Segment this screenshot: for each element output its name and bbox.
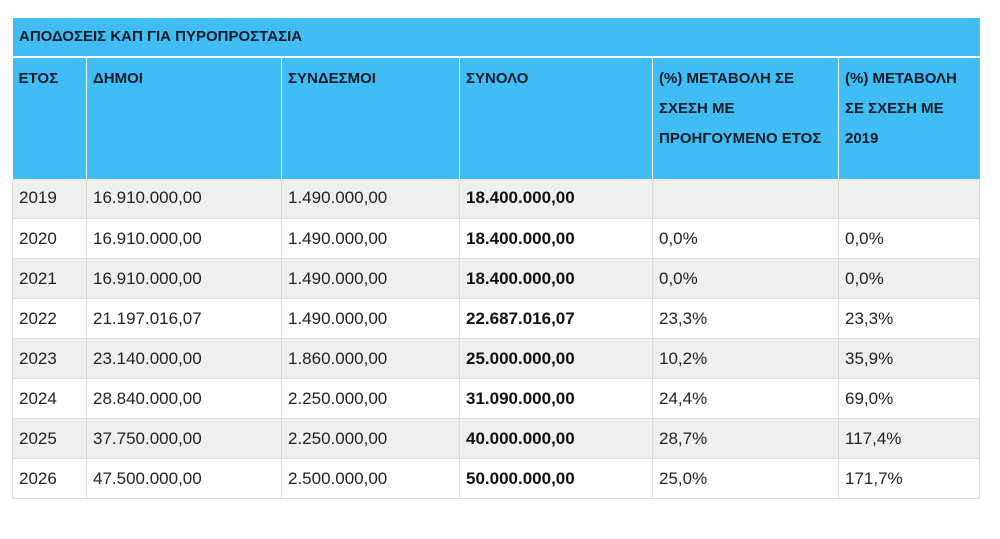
cell-year: 2023 xyxy=(12,338,87,379)
cell-associations: 1.490.000,00 xyxy=(281,218,460,259)
table-row: 2026 47.500.000,00 2.500.000,00 50.000.000,… xyxy=(12,458,981,499)
cell-municipalities: 16.910.000,00 xyxy=(86,178,282,219)
cell-municipalities: 16.910.000,00 xyxy=(86,258,282,299)
header-associations: ΣΥΝΔΕΣΜΟΙ xyxy=(281,56,460,179)
cell-total: 31.090.000,00 xyxy=(459,378,653,419)
table-row: 2024 28.840.000,00 2.250.000,00 31.090.000,… xyxy=(12,378,981,419)
cell-associations: 2.250.000,00 xyxy=(281,418,460,459)
cell-municipalities: 16.910.000,00 xyxy=(86,218,282,259)
header-change-previous-year: (%) ΜΕΤΑΒΟΛΗ ΣΕ ΣΧΕΣΗ ΜΕ ΠΡΟΗΓΟΥΜΕΝΟ ΕΤΟ… xyxy=(652,56,839,179)
table-row: 2020 16.910.000,00 1.490.000,00 18.400.000,… xyxy=(12,218,981,259)
table-row: 2023 23.140.000,00 1.860.000,00 25.000.000,… xyxy=(12,338,981,379)
cell-change-previous-year: 24,4% xyxy=(652,378,839,419)
table-row: 2025 37.750.000,00 2.250.000,00 40.000.000,… xyxy=(12,418,981,459)
cell-change-previous-year: 23,3% xyxy=(652,298,839,339)
cell-associations: 1.490.000,00 xyxy=(281,258,460,299)
cell-year: 2022 xyxy=(12,298,87,339)
cell-change-vs-2019: 23,3% xyxy=(838,298,981,339)
cell-municipalities: 28.840.000,00 xyxy=(86,378,282,419)
cell-total: 25.000.000,00 xyxy=(459,338,653,379)
cell-year: 2019 xyxy=(12,178,87,219)
cell-change-previous-year: 0,0% xyxy=(652,218,839,259)
cell-municipalities: 23.140.000,00 xyxy=(86,338,282,379)
cell-change-vs-2019: 0,0% xyxy=(838,258,981,299)
cell-change-previous-year: 28,7% xyxy=(652,418,839,459)
table-title-row: ΑΠΟΔΟΣΕΙΣ ΚΑΠ ΓΙΑ ΠΥΡΟΠΡΟΣΤΑΣΙΑ xyxy=(11,17,980,58)
header-total: ΣΥΝΟΛΟ xyxy=(459,56,653,179)
cell-municipalities: 21.197.016,07 xyxy=(86,298,282,339)
table-header-row: ΕΤΟΣ ΔΗΜΟΙ ΣΥΝΔΕΣΜΟΙ ΣΥΝΟΛΟ (%) ΜΕΤΑΒΟΛΗ… xyxy=(12,56,980,179)
cell-change-previous-year: 0,0% xyxy=(652,258,839,299)
cell-change-vs-2019: 35,9% xyxy=(838,338,981,379)
cell-change-vs-2019: 69,0% xyxy=(838,378,981,419)
cell-associations: 2.500.000,00 xyxy=(281,458,460,499)
cell-change-vs-2019: 171,7% xyxy=(838,458,981,499)
cell-change-vs-2019: 117,4% xyxy=(838,418,981,459)
cell-total: 50.000.000,00 xyxy=(459,458,653,499)
cell-year: 2025 xyxy=(12,418,87,459)
header-year: ΕΤΟΣ xyxy=(12,56,87,179)
cell-change-previous-year: 10,2% xyxy=(652,338,839,379)
table-title: ΑΠΟΔΟΣΕΙΣ ΚΑΠ ΓΙΑ ΠΥΡΟΠΡΟΣΤΑΣΙΑ xyxy=(11,17,980,58)
cell-change-previous-year: 25,0% xyxy=(652,458,839,499)
fire-protection-allocations-table: ΑΠΟΔΟΣΕΙΣ ΚΑΠ ΓΙΑ ΠΥΡΟΠΡΟΣΤΑΣΙΑ ΕΤΟΣ ΔΗΜ… xyxy=(11,17,981,499)
cell-total: 40.000.000,00 xyxy=(459,418,653,459)
cell-total: 18.400.000,00 xyxy=(459,218,653,259)
table-body: 2019 16.910.000,00 1.490.000,00 18.400.000,… xyxy=(12,178,981,499)
cell-associations: 1.490.000,00 xyxy=(281,298,460,339)
cell-year: 2021 xyxy=(12,258,87,299)
cell-total: 22.687.016,07 xyxy=(459,298,653,339)
cell-associations: 1.490.000,00 xyxy=(281,178,460,219)
cell-municipalities: 47.500.000,00 xyxy=(86,458,282,499)
cell-associations: 1.860.000,00 xyxy=(281,338,460,379)
table-row: 2022 21.197.016,07 1.490.000,00 22.687.016,… xyxy=(12,298,981,339)
header-municipalities: ΔΗΜΟΙ xyxy=(86,56,282,179)
cell-change-vs-2019 xyxy=(838,178,981,219)
table-row: 2019 16.910.000,00 1.490.000,00 18.400.000,… xyxy=(12,178,981,219)
cell-total: 18.400.000,00 xyxy=(459,258,653,299)
table-container: ΑΠΟΔΟΣΕΙΣ ΚΑΠ ΓΙΑ ΠΥΡΟΠΡΟΣΤΑΣΙΑ ΕΤΟΣ ΔΗΜ… xyxy=(11,17,981,499)
cell-municipalities: 37.750.000,00 xyxy=(86,418,282,459)
cell-associations: 2.250.000,00 xyxy=(281,378,460,419)
header-change-vs-2019: (%) ΜΕΤΑΒΟΛΗ ΣΕ ΣΧΕΣΗ ΜΕ 2019 xyxy=(838,56,980,179)
cell-year: 2020 xyxy=(12,218,87,259)
cell-year: 2024 xyxy=(12,378,87,419)
cell-year: 2026 xyxy=(12,458,87,499)
table-row: 2021 16.910.000,00 1.490.000,00 18.400.000,… xyxy=(12,258,981,299)
cell-total: 18.400.000,00 xyxy=(459,178,653,219)
cell-change-vs-2019: 0,0% xyxy=(838,218,981,259)
cell-change-previous-year xyxy=(652,178,839,219)
